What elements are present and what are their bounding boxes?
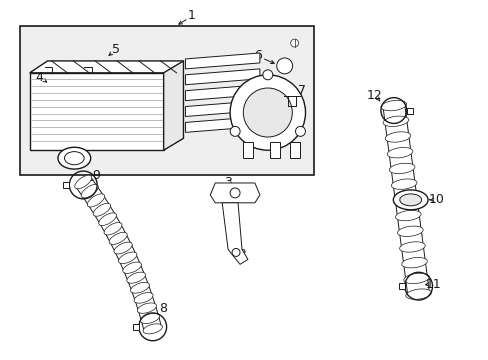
Text: 10: 10 bbox=[427, 193, 444, 206]
Circle shape bbox=[243, 88, 292, 137]
Bar bbox=[406, 108, 412, 113]
Text: 1: 1 bbox=[187, 9, 195, 22]
Ellipse shape bbox=[114, 242, 132, 254]
Text: 9: 9 bbox=[92, 168, 100, 181]
Ellipse shape bbox=[401, 257, 427, 268]
Ellipse shape bbox=[64, 152, 84, 165]
Text: 7: 7 bbox=[297, 84, 305, 97]
Circle shape bbox=[230, 75, 305, 150]
Bar bbox=[63, 182, 69, 188]
Ellipse shape bbox=[385, 132, 410, 142]
Bar bbox=[269, 142, 279, 158]
Ellipse shape bbox=[403, 273, 428, 284]
Ellipse shape bbox=[126, 272, 145, 283]
Ellipse shape bbox=[392, 190, 427, 210]
Ellipse shape bbox=[388, 163, 414, 174]
Bar bbox=[30, 73, 163, 150]
Ellipse shape bbox=[397, 226, 422, 237]
Bar bbox=[133, 324, 139, 330]
Ellipse shape bbox=[390, 179, 416, 189]
Ellipse shape bbox=[134, 293, 153, 303]
Ellipse shape bbox=[143, 324, 162, 334]
Circle shape bbox=[290, 39, 298, 47]
Ellipse shape bbox=[382, 116, 408, 126]
Polygon shape bbox=[185, 69, 259, 85]
Ellipse shape bbox=[130, 282, 149, 293]
Ellipse shape bbox=[118, 252, 137, 264]
Text: 2: 2 bbox=[238, 248, 245, 261]
Ellipse shape bbox=[81, 184, 98, 198]
Ellipse shape bbox=[137, 303, 156, 313]
Circle shape bbox=[230, 188, 240, 198]
Ellipse shape bbox=[122, 262, 141, 273]
Polygon shape bbox=[185, 117, 259, 132]
Ellipse shape bbox=[58, 147, 90, 169]
Bar bbox=[289, 142, 299, 158]
Bar bbox=[243, 142, 252, 158]
Polygon shape bbox=[185, 53, 259, 69]
Circle shape bbox=[263, 70, 272, 80]
Ellipse shape bbox=[405, 289, 430, 299]
Ellipse shape bbox=[386, 148, 412, 158]
Ellipse shape bbox=[399, 242, 425, 252]
Polygon shape bbox=[210, 183, 259, 203]
Polygon shape bbox=[185, 100, 259, 117]
Polygon shape bbox=[185, 85, 259, 100]
Circle shape bbox=[230, 126, 240, 136]
Text: 12: 12 bbox=[366, 89, 382, 102]
Ellipse shape bbox=[380, 100, 406, 111]
Ellipse shape bbox=[75, 175, 92, 189]
Text: 11: 11 bbox=[425, 278, 441, 291]
Ellipse shape bbox=[140, 313, 159, 324]
Circle shape bbox=[232, 248, 240, 256]
Polygon shape bbox=[30, 61, 183, 73]
Circle shape bbox=[295, 126, 305, 136]
Ellipse shape bbox=[395, 210, 420, 221]
Ellipse shape bbox=[87, 194, 104, 207]
Bar bbox=[20, 26, 314, 175]
Ellipse shape bbox=[99, 213, 116, 225]
Ellipse shape bbox=[93, 203, 110, 216]
Bar bbox=[398, 283, 404, 289]
Text: 3: 3 bbox=[224, 176, 232, 189]
Text: 8: 8 bbox=[158, 302, 166, 315]
Ellipse shape bbox=[399, 194, 421, 206]
Ellipse shape bbox=[109, 232, 127, 244]
Text: 5: 5 bbox=[112, 42, 120, 55]
Text: 6: 6 bbox=[253, 49, 261, 63]
Polygon shape bbox=[222, 203, 247, 264]
Text: 4: 4 bbox=[36, 71, 43, 84]
Ellipse shape bbox=[104, 222, 122, 235]
Ellipse shape bbox=[393, 195, 418, 205]
Circle shape bbox=[276, 58, 292, 74]
Polygon shape bbox=[163, 61, 183, 150]
